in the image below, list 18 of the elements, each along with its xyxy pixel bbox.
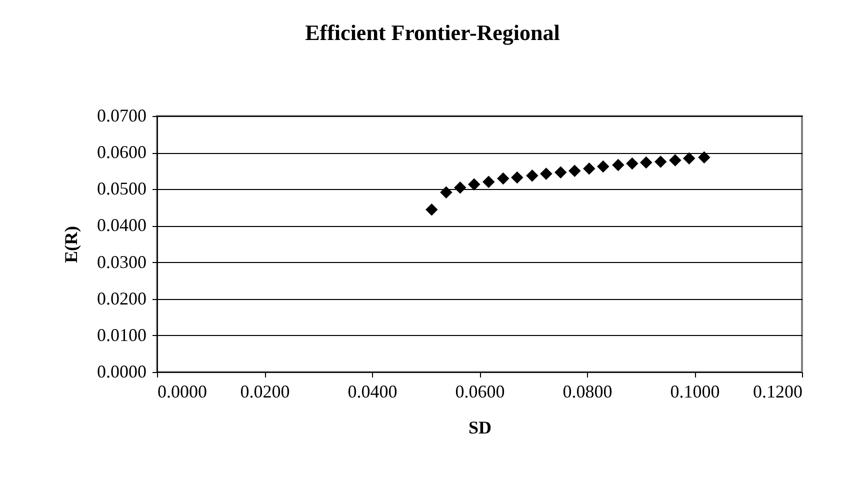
y-tick-label: 0.0000 bbox=[97, 362, 146, 382]
x-tick-label: 0.0200 bbox=[240, 382, 290, 402]
y-tick-label: 0.0200 bbox=[97, 288, 146, 308]
y-tick-label: 0.0700 bbox=[97, 106, 146, 126]
y-tick-label: 0.0400 bbox=[97, 215, 146, 236]
x-tick-label: 0.1000 bbox=[670, 382, 720, 402]
x-tick-label: 0.0400 bbox=[348, 382, 398, 402]
y-tick-label: 0.0600 bbox=[97, 142, 146, 162]
x-tick-label: 0.0600 bbox=[455, 382, 505, 402]
chart-title: Efficient Frontier-Regional bbox=[305, 20, 560, 45]
y-tick-label: 0.0300 bbox=[97, 252, 146, 272]
x-tick-label: 0.1200 bbox=[753, 382, 802, 402]
x-axis-title: SD bbox=[468, 418, 492, 438]
x-tick-label: 0.0800 bbox=[562, 382, 612, 402]
y-tick-label: 0.0100 bbox=[97, 324, 146, 345]
y-tick-label: 0.0500 bbox=[97, 178, 146, 199]
x-tick-label: 0.0000 bbox=[158, 382, 207, 402]
y-axis-title: E(R) bbox=[61, 226, 81, 263]
